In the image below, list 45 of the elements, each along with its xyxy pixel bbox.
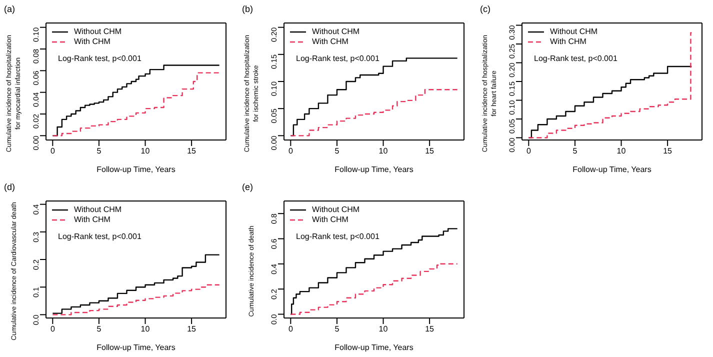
x-axis-title: Follow-up Time, Years (334, 165, 414, 174)
x-tick-label: 0 (50, 146, 56, 156)
x-tick-label: 5 (334, 146, 340, 156)
chart-title: (b) (242, 4, 253, 14)
x-tick-label: 0 (288, 146, 294, 156)
chart-title: (a) (4, 4, 15, 14)
x-tick-label: 15 (187, 324, 197, 334)
x-tick-label: 10 (378, 146, 388, 156)
legend-label: Without CHM (74, 205, 122, 215)
x-tick-label: 15 (187, 146, 197, 156)
x-tick-label: 10 (378, 324, 388, 334)
annotation: Log-Rank test, p<0.001 (58, 54, 142, 63)
legend-label: With CHM (312, 215, 348, 225)
x-tick-label: 0 (526, 146, 532, 156)
x-tick-label: 5 (96, 324, 102, 334)
legend-label: Without CHM (312, 205, 360, 215)
x-tick-label: 5 (572, 146, 578, 156)
legend-label: With CHM (550, 37, 586, 47)
x-tick-label: 0 (288, 324, 294, 334)
x-tick-label: 10 (140, 324, 150, 334)
x-axis-title: Follow-up Time, Years (334, 343, 414, 352)
chart-title: (d) (4, 182, 15, 192)
legend-label: Without CHM (312, 27, 360, 37)
x-tick-label: 5 (96, 146, 102, 156)
legend-label: With CHM (74, 37, 110, 47)
x-axis-title: Follow-up Time, Years (96, 165, 176, 174)
annotation: Log-Rank test, p<0.001 (534, 54, 618, 63)
annotation: Log-Rank test, p<0.001 (58, 232, 142, 241)
legend-label: With CHM (74, 215, 110, 225)
chart-title: (c) (480, 4, 490, 14)
x-tick-label: 15 (663, 146, 673, 156)
x-axis-title: Follow-up Time, Years (96, 343, 176, 352)
x-axis-title: Follow-up Time, Years (572, 165, 652, 174)
x-tick-label: 0 (50, 324, 56, 334)
x-tick-label: 10 (616, 146, 626, 156)
x-tick-label: 10 (140, 146, 150, 156)
annotation: Log-Rank test, p<0.001 (296, 232, 380, 241)
legend-label: Without CHM (550, 27, 598, 37)
x-tick-label: 5 (334, 324, 340, 334)
legend-label: With CHM (312, 37, 348, 47)
x-tick-label: 15 (425, 324, 435, 334)
legend-label: Without CHM (74, 27, 122, 37)
x-tick-label: 15 (425, 146, 435, 156)
annotation: Log-Rank test, p<0.001 (296, 54, 380, 63)
chart-title: (e) (242, 182, 253, 192)
